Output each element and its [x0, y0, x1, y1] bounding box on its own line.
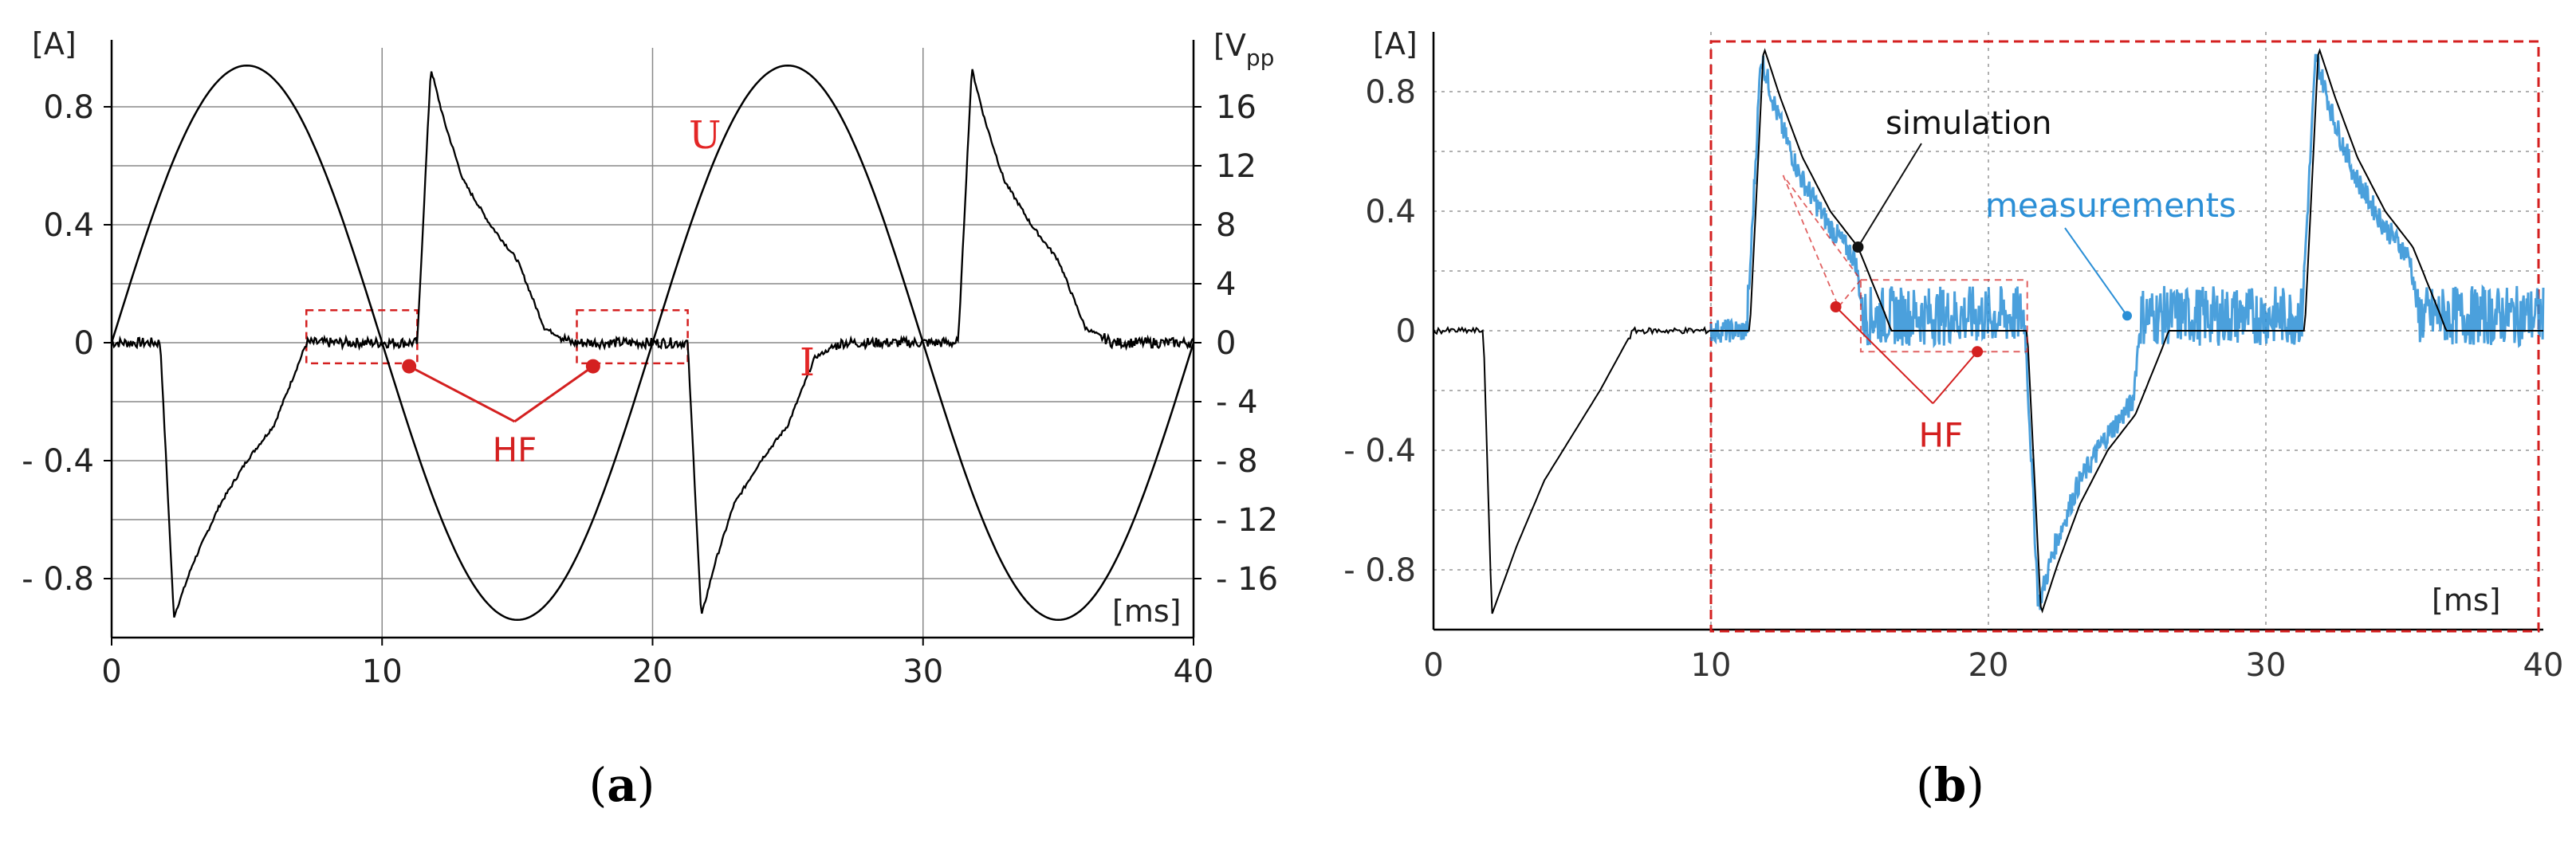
panel-a-grid [112, 48, 1194, 638]
panel-b-ticks: 0 10 20 30 40 0.8 0.4 0 - 0.4 - 0.8 [1343, 74, 2563, 684]
panel-a-yr-tick-label: - 12 [1216, 502, 1278, 539]
panel-b-x-tick-label: 10 [1691, 647, 1732, 684]
series-I [111, 69, 1194, 618]
panel-a-yr-tick-label: - 16 [1216, 561, 1278, 598]
panel-a-yr-tick-label: - 4 [1216, 384, 1258, 421]
panel-a-label-I: I [800, 340, 815, 385]
panel-b-x-tick-label: 20 [1968, 647, 2009, 684]
panel-a-x-tick-label: 20 [632, 654, 673, 690]
panel-b-annotations: HF [1782, 143, 2132, 454]
panel-a-yr-tick-label: 8 [1216, 207, 1236, 244]
panel-b-label-measurements: measurements [1985, 186, 2236, 225]
panel-a-yr-tick-label: 0 [1216, 325, 1236, 362]
panel-b-hf-wedge [1782, 175, 1862, 308]
panel-b-hf-leader [1932, 351, 1978, 404]
panel-a-left-unit: [A] [32, 26, 77, 61]
panel-b-y-tick-label: 0.8 [1365, 74, 1416, 111]
panel-a-label-U: U [689, 113, 721, 158]
series-measurements [1709, 53, 2545, 610]
panel-a-hf-boxes [305, 309, 689, 365]
panel-a-hf-box [305, 309, 419, 365]
panel-a-yr-tick-label: 4 [1216, 266, 1236, 303]
panel-b-y-tick-label: - 0.8 [1343, 552, 1416, 589]
panel-a-hf-dot [585, 359, 600, 374]
panel-b-x-tick-label: 0 [1423, 647, 1443, 684]
panel-a-right-unit-sub: pp [1246, 45, 1275, 71]
panel-a-hf-label: HF [493, 430, 537, 469]
panel-b-y-tick-label: 0.4 [1365, 194, 1416, 230]
panel-a-yl-tick-label: 0 [74, 325, 94, 362]
panel-a-x-unit: [ms] [1112, 594, 1181, 629]
panel-b-hf-box [1859, 279, 2028, 353]
panel-b-y-tick-label: - 0.4 [1343, 433, 1416, 469]
panel-b-meas-leader [2064, 227, 2128, 316]
panel-a-yr-tick-label: 16 [1216, 89, 1257, 126]
panel-a-series [110, 64, 1195, 622]
panel-b-label-simulation: simulation [1886, 105, 2052, 142]
panel-a-x-tick-label: 0 [101, 654, 121, 690]
panel-a-right-unit-main: [V [1213, 28, 1246, 63]
panel-b-hf-label: HF [1919, 415, 1964, 454]
panel-b-caption-open: ( [1916, 758, 1934, 812]
series-simulation [1433, 48, 2543, 614]
panel-a-x-tick-label: 30 [903, 654, 943, 690]
panel-b: 0 10 20 30 40 0.8 0.4 0 - 0.4 - 0.8 HF [A] [ms] s… [1343, 26, 2563, 812]
panel-a-hf-leader [408, 365, 516, 423]
panel-b-caption-close: ) [1966, 758, 1984, 812]
panel-a-yl-tick-label: - 0.4 [22, 443, 94, 480]
panel-a-yl-tick-label: 0.4 [43, 207, 94, 244]
panel-a-yr-tick-label: 12 [1216, 148, 1257, 185]
panel-a-yl-tick-label: 0.8 [43, 89, 94, 126]
panel-a-caption-letter: a [607, 758, 637, 812]
panel-b-x-tick-label: 30 [2246, 647, 2287, 684]
panel-b-meas-dot [2122, 311, 2132, 321]
panel-b-sim-dot [1852, 241, 1864, 253]
panel-b-hf-dot [1830, 301, 1842, 312]
panel-b-x-tick-label: 40 [2523, 647, 2564, 684]
panel-b-caption-letter: b [1934, 758, 1967, 812]
panel-b-hf-dot [1972, 346, 1984, 358]
panel-a-annotations: HF [402, 359, 600, 469]
panel-b-left-unit: [A] [1373, 26, 1418, 61]
panel-b-x-unit: [ms] [2432, 583, 2500, 618]
panel-b-caption: (b) [1916, 758, 1984, 812]
panel-a-caption-open: ( [589, 758, 608, 812]
panel-a-x-tick-label: 40 [1174, 654, 1214, 690]
panel-a-caption-close: ) [637, 758, 655, 812]
panel-a-x-tick-label: 10 [362, 654, 403, 690]
panel-b-hf-leader [1835, 306, 1934, 404]
panel-a-hf-leader [513, 365, 594, 423]
panel-b-sim-leader [1857, 143, 1922, 248]
panel-b-region-box [1709, 40, 2540, 633]
panel-b-grid [1434, 32, 2543, 630]
panel-b-series [1433, 48, 2545, 614]
panel-a-yr-tick-label: - 8 [1216, 443, 1258, 480]
panel-a-hf-box [576, 309, 689, 365]
panel-a-right-unit: [Vpp [1213, 28, 1274, 71]
panel-a-caption: (a) [589, 758, 655, 812]
panel-a-yl-tick-label: - 0.8 [22, 561, 94, 598]
panel-a-hf-dot [402, 359, 417, 374]
panel-b-y-tick-label: 0 [1396, 313, 1416, 350]
